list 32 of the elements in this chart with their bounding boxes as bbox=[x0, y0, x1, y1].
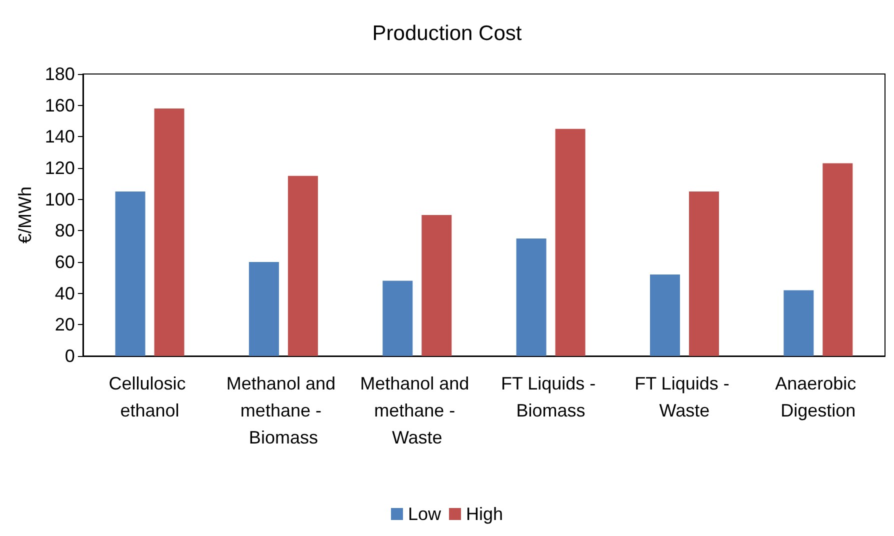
bar bbox=[650, 274, 680, 356]
y-tick-label: 140 bbox=[44, 126, 75, 147]
y-tick-label: 20 bbox=[54, 314, 75, 335]
y-tick-label: 40 bbox=[54, 283, 75, 304]
x-tick-label: FT Liquids - Biomass bbox=[500, 374, 601, 420]
bar bbox=[555, 128, 586, 356]
bar bbox=[115, 192, 146, 356]
y-tick-label: 0 bbox=[64, 346, 75, 366]
y-tick-label: 60 bbox=[54, 252, 75, 272]
legend-label: High bbox=[466, 504, 504, 524]
bar bbox=[784, 290, 814, 356]
chart-title: Production Cost bbox=[372, 22, 522, 45]
y-tick-label: 100 bbox=[44, 189, 75, 210]
bar bbox=[422, 215, 452, 356]
bar bbox=[516, 238, 546, 356]
y-tick-label: 180 bbox=[44, 64, 75, 84]
x-tick-label: FT Liquids - Waste bbox=[634, 374, 734, 420]
x-tick-label: Methanol and methane - Biomass bbox=[226, 374, 340, 448]
bar bbox=[154, 108, 184, 356]
x-tick-label: Cellulosic ethanol bbox=[108, 374, 191, 420]
y-tick-label: 160 bbox=[44, 95, 75, 116]
bar bbox=[382, 280, 413, 356]
bar bbox=[288, 176, 318, 356]
x-tick-label: Methanol and methane - Waste bbox=[360, 374, 474, 448]
y-tick-label: 80 bbox=[54, 220, 75, 241]
bar bbox=[688, 192, 719, 356]
bar bbox=[248, 262, 279, 356]
legend-label: Low bbox=[408, 504, 442, 524]
y-tick-label: 120 bbox=[44, 158, 75, 178]
y-axis-title: €/MWh bbox=[15, 186, 35, 244]
bar bbox=[822, 163, 853, 356]
x-tick-label: Anaerobic Digestion bbox=[775, 374, 862, 420]
